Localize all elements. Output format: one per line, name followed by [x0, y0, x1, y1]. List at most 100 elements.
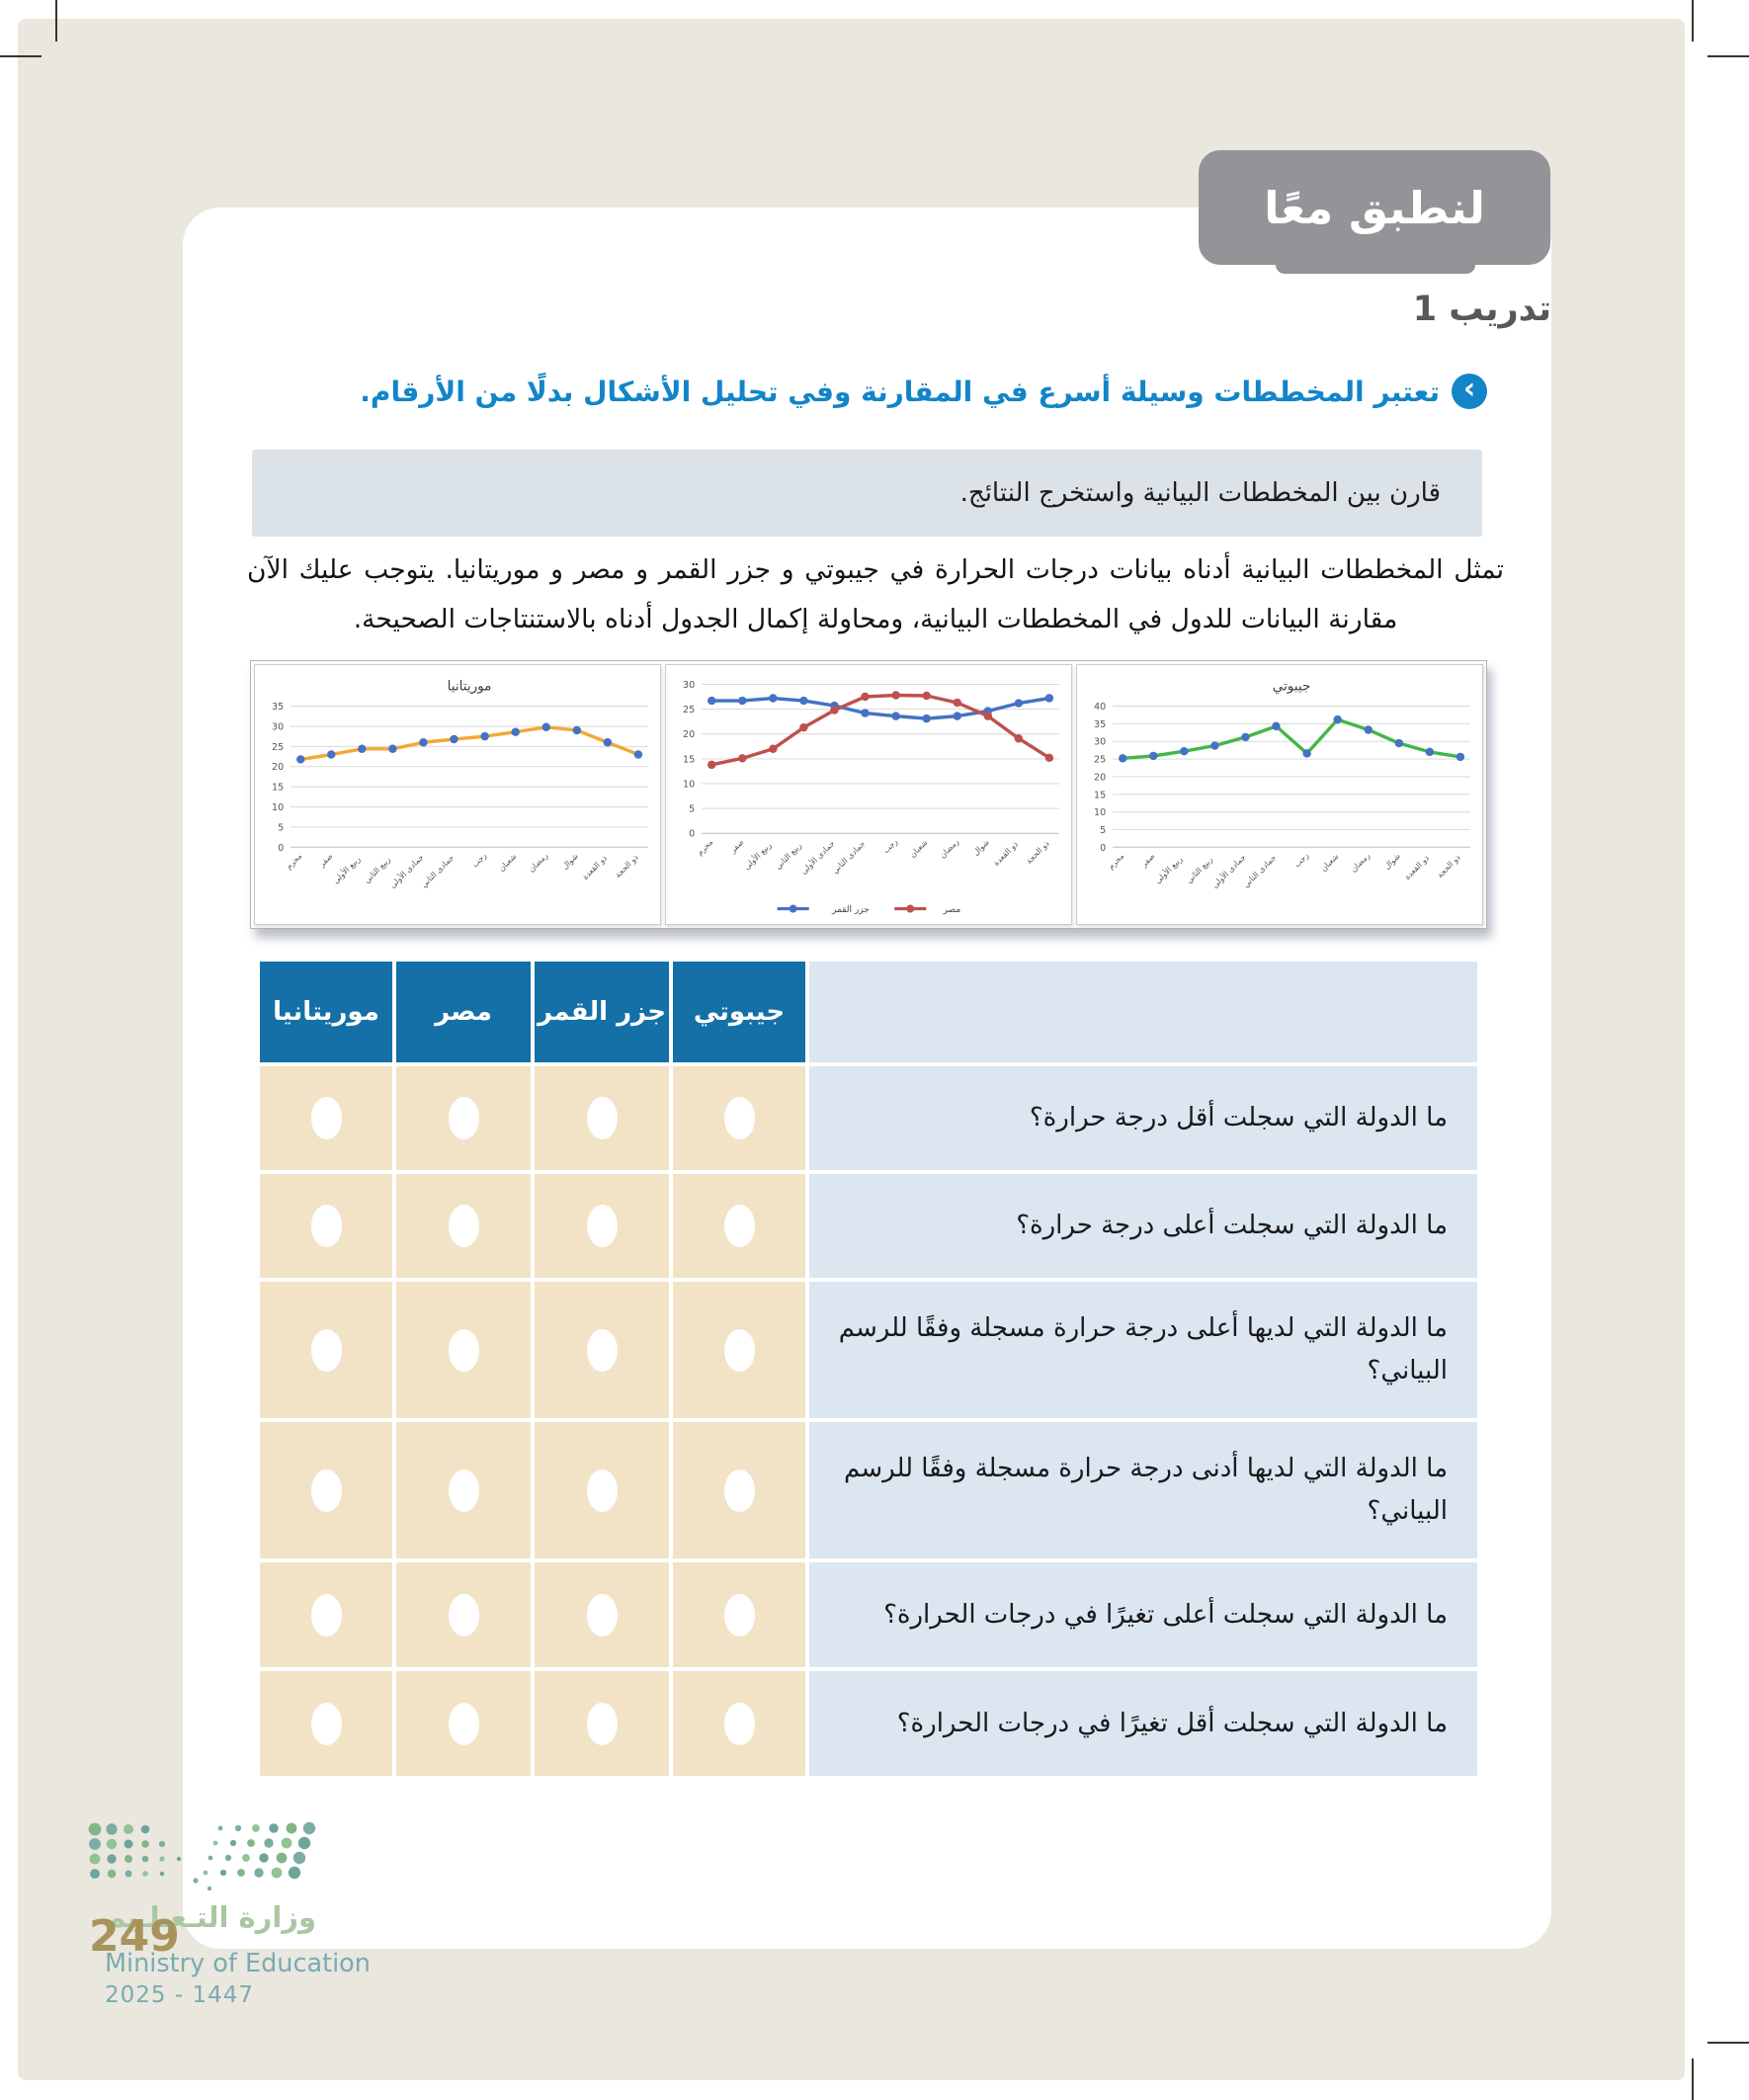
answer-circle[interactable] [310, 1328, 342, 1372]
question-cell: ما الدولة التي سجلت أعلى درجة حرارة؟ [809, 1174, 1477, 1278]
question-cell: ما الدولة التي لديها أعلى درجة حرارة مسج… [809, 1282, 1477, 1418]
svg-text:20: 20 [1094, 772, 1106, 783]
answer-cell [673, 1422, 805, 1558]
answer-cell [260, 1066, 392, 1170]
answer-cell [396, 1671, 531, 1776]
svg-text:25: 25 [272, 742, 284, 753]
answer-circle[interactable] [723, 1097, 755, 1139]
svg-text:رمضان: رمضان [1349, 851, 1372, 874]
answer-circle[interactable] [448, 1702, 479, 1745]
answer-circle[interactable] [723, 1328, 755, 1372]
answer-cell [396, 1422, 531, 1558]
svg-text:شعبان: شعبان [497, 852, 519, 874]
answer-circle[interactable] [586, 1593, 618, 1637]
question-cell: ما الدولة التي سجلت أقل تغيرًا في درجات … [809, 1671, 1477, 1776]
svg-text:ربيع الأولى: ربيع الأولى [330, 854, 362, 885]
svg-text:ذو الحجة: ذو الحجة [614, 853, 640, 880]
svg-text:25: 25 [1094, 755, 1106, 766]
answer-circle[interactable] [586, 1469, 618, 1512]
question-cell: ما الدولة التي لديها أدنى درجة حرارة مسج… [809, 1422, 1477, 1558]
answer-cell [673, 1066, 805, 1170]
answer-circle[interactable] [310, 1097, 342, 1139]
exercise-title: تدريب 1 [1412, 290, 1551, 329]
svg-text:ذو القعدة: ذو القعدة [1403, 853, 1432, 882]
answer-circle[interactable] [586, 1702, 618, 1745]
edition-year: 2025 - 1447 [105, 1982, 254, 2008]
svg-text:5: 5 [689, 804, 695, 815]
svg-text:0: 0 [278, 843, 284, 854]
answer-circle[interactable] [723, 1593, 755, 1637]
svg-text:5: 5 [278, 822, 284, 833]
answer-circle[interactable] [586, 1097, 618, 1139]
answer-cell [396, 1282, 531, 1418]
answer-cell [535, 1671, 669, 1776]
answer-cell [535, 1282, 669, 1418]
svg-text:شوال: شوال [1382, 852, 1402, 872]
page-number: 249 [89, 1911, 180, 1962]
answer-circle[interactable] [310, 1702, 342, 1745]
answer-circle[interactable] [448, 1469, 479, 1512]
instruction-box: قارن بين المخططات البيانية واستخرج النتا… [252, 450, 1482, 537]
svg-text:ذو الحجة: ذو الحجة [1436, 853, 1462, 880]
answer-cell [673, 1174, 805, 1278]
lead-line: ‹ تعتبر المخططات وسيلة أسرع في المقارنة … [252, 374, 1487, 409]
svg-text:0: 0 [689, 829, 695, 840]
svg-text:رمضان: رمضان [527, 851, 549, 874]
svg-text:صفر: صفر [727, 838, 745, 856]
ministry-wordmark-en: Ministry of Education [105, 1949, 371, 1978]
svg-text:0: 0 [1100, 843, 1106, 854]
answer-circle[interactable] [723, 1205, 755, 1247]
crop-mark-top-right-v [1692, 0, 1694, 42]
svg-text:ربيع الأولى: ربيع الأولى [1152, 854, 1184, 885]
svg-text:جيبوتي: جيبوتي [1273, 678, 1311, 694]
col-header-egypt: مصر [396, 962, 531, 1062]
svg-text:35: 35 [1094, 719, 1106, 730]
answer-circle[interactable] [723, 1469, 755, 1512]
svg-text:محرم: محرم [285, 852, 304, 872]
svg-text:35: 35 [272, 702, 284, 713]
answer-cell [535, 1174, 669, 1278]
svg-text:10: 10 [1094, 807, 1106, 818]
svg-text:ربيع الثاني: ربيع الثاني [363, 855, 392, 884]
svg-text:ربيع الثاني: ربيع الثاني [774, 841, 803, 871]
svg-text:ذو القعدة: ذو القعدة [581, 853, 610, 882]
question-cell: ما الدولة التي سجلت أقل درجة حرارة؟ [809, 1066, 1477, 1170]
chart-panel-mauritania: موريتانيا 0 5 10 15 20 25 30 35 محرم صفر ربيع الأول… [254, 664, 661, 925]
ministry-wordmark-ar: وزارة التـعـلـيم [105, 1900, 316, 1934]
answer-cell [260, 1282, 392, 1418]
answer-circle[interactable] [448, 1593, 479, 1637]
svg-text:15: 15 [1094, 790, 1106, 800]
answer-cell [260, 1174, 392, 1278]
answer-circle[interactable] [310, 1593, 342, 1637]
ministry-logo [88, 1821, 316, 1891]
answer-circle[interactable] [448, 1097, 479, 1139]
svg-text:محرم: محرم [1107, 852, 1126, 872]
svg-text:رجب: رجب [1292, 851, 1310, 869]
svg-text:مصر: مصر [943, 905, 961, 915]
svg-text:ربيع الأولى: ربيع الأولى [741, 840, 773, 872]
svg-text:40: 40 [1094, 702, 1106, 713]
svg-text:محرم: محرم [696, 838, 715, 858]
answer-circle[interactable] [448, 1328, 479, 1372]
answer-circle[interactable] [723, 1702, 755, 1745]
answer-circle[interactable] [586, 1328, 618, 1372]
svg-text:صفر: صفر [316, 852, 334, 870]
svg-text:30: 30 [683, 680, 695, 691]
svg-text:رمضان: رمضان [938, 837, 960, 860]
crop-mark-top-left-v [55, 0, 57, 42]
svg-text:صفر: صفر [1138, 852, 1156, 870]
svg-text:رجب: رجب [881, 837, 899, 855]
answer-cell [396, 1066, 531, 1170]
svg-text:ذو الحجة: ذو الحجة [1025, 839, 1051, 866]
answer-circle[interactable] [448, 1205, 479, 1247]
svg-text:5: 5 [1100, 825, 1106, 836]
answer-cell [396, 1174, 531, 1278]
answer-cell [260, 1422, 392, 1558]
answer-circle[interactable] [310, 1205, 342, 1247]
svg-text:جزر القمر: جزر القمر [831, 905, 870, 915]
chart-panel-djibouti: جيبوتي 0 5 10 15 20 25 30 35 40 محرم صفر ربيع الأولى… [1076, 664, 1483, 925]
answers-table: جيبوتي جزر القمر مصر موريتانيا ما الدولة… [260, 962, 1477, 1776]
answer-circle[interactable] [586, 1205, 618, 1247]
answer-circle[interactable] [310, 1469, 342, 1512]
